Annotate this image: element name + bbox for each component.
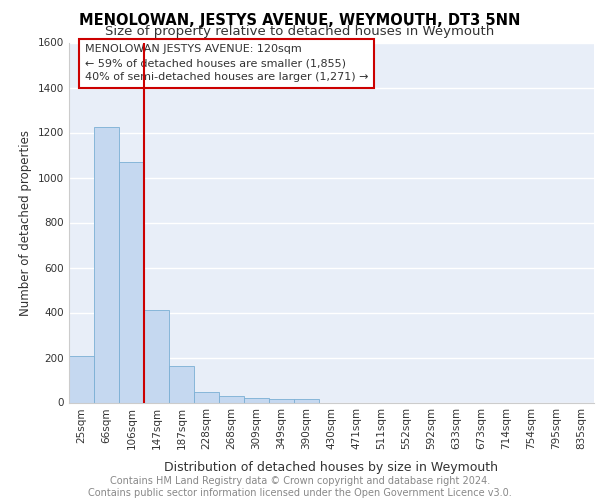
Text: Contains HM Land Registry data © Crown copyright and database right 2024.
Contai: Contains HM Land Registry data © Crown c… <box>88 476 512 498</box>
Text: Size of property relative to detached houses in Weymouth: Size of property relative to detached ho… <box>106 25 494 38</box>
Bar <box>244 398 269 402</box>
X-axis label: Distribution of detached houses by size in Weymouth: Distribution of detached houses by size … <box>164 460 499 473</box>
Bar <box>119 162 144 402</box>
Text: MENOLOWAN JESTYS AVENUE: 120sqm
← 59% of detached houses are smaller (1,855)
40%: MENOLOWAN JESTYS AVENUE: 120sqm ← 59% of… <box>85 44 368 82</box>
Y-axis label: Number of detached properties: Number of detached properties <box>19 130 32 316</box>
Text: MENOLOWAN, JESTYS AVENUE, WEYMOUTH, DT3 5NN: MENOLOWAN, JESTYS AVENUE, WEYMOUTH, DT3 … <box>79 12 521 28</box>
Bar <box>269 399 294 402</box>
Bar <box>294 399 319 402</box>
Bar <box>169 366 194 403</box>
Bar <box>144 310 169 402</box>
Bar <box>94 127 119 402</box>
Bar <box>194 392 219 402</box>
Bar <box>69 356 94 403</box>
Bar <box>219 396 244 402</box>
